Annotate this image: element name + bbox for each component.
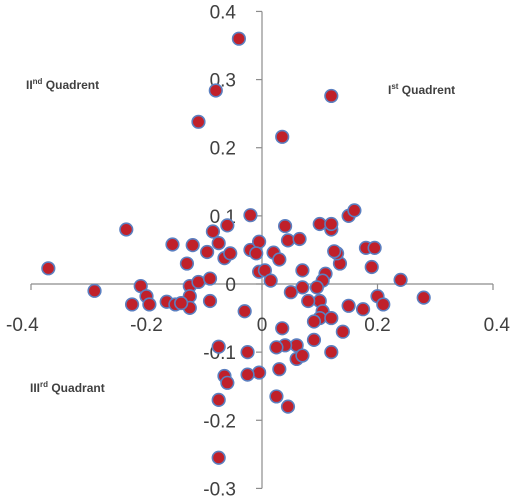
y-tick-label: 0.4 xyxy=(210,2,237,23)
scatter-point xyxy=(205,224,221,239)
y-tick-label: -0.3 xyxy=(203,479,236,500)
scatter-point xyxy=(220,375,235,390)
scatter-point xyxy=(301,293,316,309)
scatter-point xyxy=(240,345,255,360)
scatter-point xyxy=(280,399,296,414)
scatter-point xyxy=(191,114,206,129)
scatter-point xyxy=(202,271,218,286)
scatter-point xyxy=(312,216,327,232)
scatter-point xyxy=(355,302,371,317)
data-points xyxy=(41,31,431,465)
x-tick-label: 0.2 xyxy=(364,315,390,336)
scatter-point xyxy=(119,222,134,237)
scatter-point xyxy=(324,345,339,360)
x-tick-label: -0.4 xyxy=(6,315,39,336)
scatter-point xyxy=(165,237,180,252)
x-tick-label: 0.4 xyxy=(484,315,511,336)
scatter-point xyxy=(269,340,284,355)
scatter-point xyxy=(324,310,339,326)
scatter-point xyxy=(309,280,324,295)
scatter-point xyxy=(324,216,339,232)
scatter-point xyxy=(174,295,189,311)
scatter-point xyxy=(295,348,310,363)
quadrant-label-top-right: Ist Quadrent xyxy=(388,82,455,97)
scatter-point xyxy=(324,88,339,104)
quadrant-label-bottom-left: IIIrd Quadrant xyxy=(30,380,105,395)
scatter-point xyxy=(295,280,310,295)
scatter-point xyxy=(263,273,278,288)
scatter-point xyxy=(364,259,379,275)
scatter-point xyxy=(240,367,255,382)
scatter-point xyxy=(200,244,215,260)
y-tick-label: -0.2 xyxy=(203,411,236,432)
scatter-point xyxy=(306,314,322,329)
scatter-point xyxy=(243,208,258,223)
x-tick-label: -0.2 xyxy=(130,315,163,336)
quadrant-label-top-left: IInd Quadrent xyxy=(26,77,99,92)
scatter-point xyxy=(376,297,391,312)
scatter-point xyxy=(220,218,235,233)
scatter-point xyxy=(367,240,382,255)
scatter-point xyxy=(278,218,293,234)
scatter-point xyxy=(211,236,226,251)
scatter-point xyxy=(280,233,296,248)
scatter-point xyxy=(208,83,223,98)
scatter-point xyxy=(211,339,226,354)
scatter-point xyxy=(292,231,307,247)
scatter-point xyxy=(393,272,408,288)
scatter-point xyxy=(295,263,310,278)
scatter-point xyxy=(223,246,238,261)
scatter-point xyxy=(185,238,200,253)
scatter-point xyxy=(283,285,298,300)
scatter-point xyxy=(272,252,287,267)
scatter-point xyxy=(142,297,157,312)
scatter-point xyxy=(275,129,290,144)
x-tick-labels: -0.4 -0.2 0 0.2 0.4 xyxy=(6,284,510,336)
x-tick-label: 0 xyxy=(257,315,268,336)
scatter-point xyxy=(124,297,140,312)
scatter-point xyxy=(327,244,342,259)
scatter-point xyxy=(211,450,226,465)
scatter-point xyxy=(306,332,322,347)
scatter-point xyxy=(87,283,102,298)
scatter-point xyxy=(335,324,350,339)
scatter-point xyxy=(252,365,267,380)
scatter-point xyxy=(231,31,246,46)
scatter-point xyxy=(211,392,226,407)
scatter-point xyxy=(252,234,267,249)
quadrant-annotations: IInd Quadrent Ist Quadrent IIIrd Quadrant xyxy=(26,77,455,395)
scatter-point xyxy=(269,389,284,404)
y-tick-label: 0.2 xyxy=(210,139,236,160)
y-tick-label: 0 xyxy=(225,275,236,296)
scatter-point xyxy=(249,246,264,261)
scatter-point xyxy=(272,362,287,377)
scatter-point xyxy=(237,304,252,319)
scatter-point xyxy=(347,203,362,218)
scatter-point xyxy=(341,298,356,313)
scatter-point xyxy=(202,293,218,309)
scatter-point xyxy=(275,321,290,336)
scatter-point xyxy=(41,261,56,276)
scatter-point xyxy=(416,290,431,305)
scatter-point xyxy=(191,274,206,290)
scatter-point xyxy=(179,256,195,271)
